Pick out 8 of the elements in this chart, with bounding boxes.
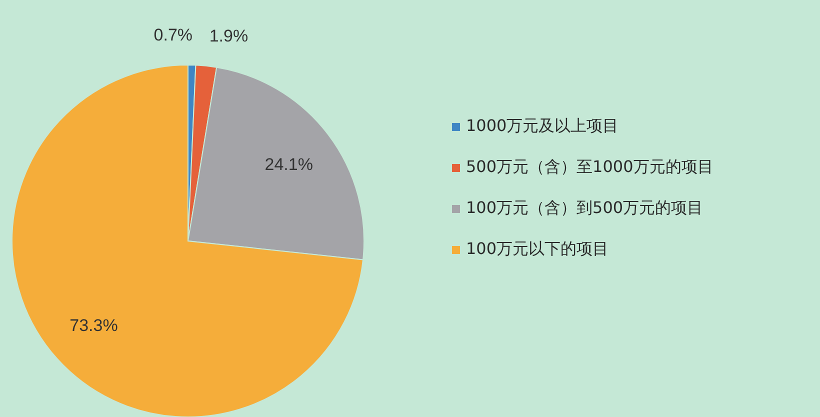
data-label: 24.1% <box>264 154 313 174</box>
data-label: 1.9% <box>209 26 248 46</box>
data-label: 73.3% <box>70 316 118 336</box>
legend-label: 500万元（含）至1000万元的项目 <box>466 157 714 178</box>
legend-label: 100万元以下的项目 <box>466 239 609 260</box>
legend-label: 1000万元及以上项目 <box>466 116 619 137</box>
data-label: 0.7% <box>154 26 193 45</box>
legend-label: 100万元（含）到500万元的项目 <box>466 198 704 219</box>
